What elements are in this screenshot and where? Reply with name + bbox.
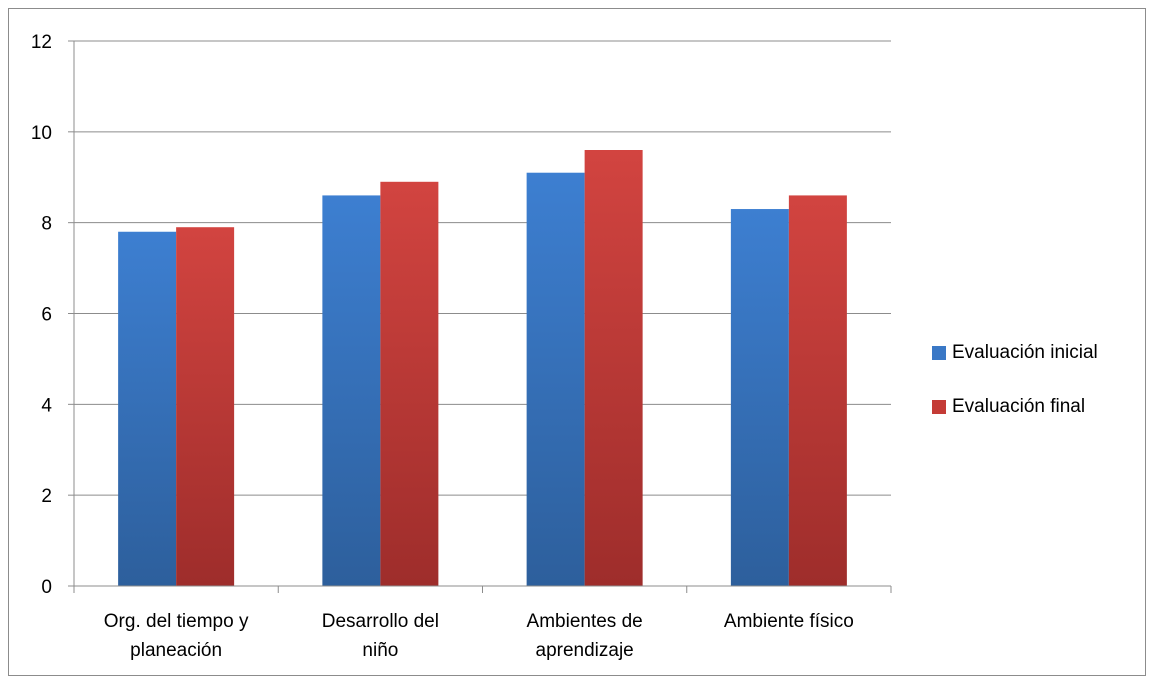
legend-item-inicial: Evaluación inicial — [932, 326, 1098, 380]
legend: Evaluación inicial Evaluación final — [932, 326, 1098, 434]
x-tick-labels: Org. del tiempo y planeación Desarrollo de… — [104, 611, 854, 661]
legend-label-inicial: Evaluación inicial — [952, 342, 1098, 363]
axes — [73, 41, 892, 593]
bar-evaluacion-inicial — [118, 231, 177, 586]
y-tick-label: 2 — [41, 486, 52, 507]
x-tick-label: Ambientes de aprendizaje — [527, 611, 643, 661]
y-tick-label: 12 — [31, 32, 52, 53]
bar-evaluacion-final — [380, 181, 439, 586]
y-tick-label: 8 — [41, 214, 52, 235]
y-tick-label: 10 — [31, 123, 52, 144]
legend-item-final: Evaluación final — [932, 380, 1098, 434]
x-tick-label: Ambiente físico — [724, 611, 854, 632]
bar-evaluacion-final — [788, 195, 847, 586]
bar-evaluacion-final — [584, 150, 643, 586]
x-tick-label: Org. del tiempo y planeación — [104, 611, 249, 661]
bar-evaluacion-inicial — [730, 209, 789, 586]
x-tick-label-line: Ambiente físico — [724, 611, 854, 632]
x-tick-label: Desarrollo del niño — [322, 611, 439, 661]
legend-swatch-inicial — [932, 346, 946, 360]
y-tick-label: 4 — [41, 395, 52, 416]
bars — [118, 150, 847, 587]
y-tick-labels: 0 2 4 6 8 10 12 — [31, 32, 53, 598]
x-tick-label-line: Org. del tiempo y — [104, 611, 249, 632]
x-tick-label-line: niño — [362, 640, 398, 661]
bar-evaluacion-final — [176, 227, 235, 587]
y-tick-label: 0 — [41, 577, 52, 598]
x-tick-label-line: Desarrollo del — [322, 611, 439, 632]
bar-evaluacion-inicial — [526, 172, 585, 587]
x-tick-label-line: aprendizaje — [536, 640, 634, 661]
x-tick-label-line: planeación — [130, 640, 222, 661]
legend-label-final: Evaluación final — [952, 396, 1086, 417]
bar-evaluacion-inicial — [322, 195, 381, 586]
y-tick-label: 6 — [41, 305, 52, 326]
legend-swatch-final — [932, 400, 946, 414]
x-tick-label-line: Ambientes de — [527, 611, 643, 632]
